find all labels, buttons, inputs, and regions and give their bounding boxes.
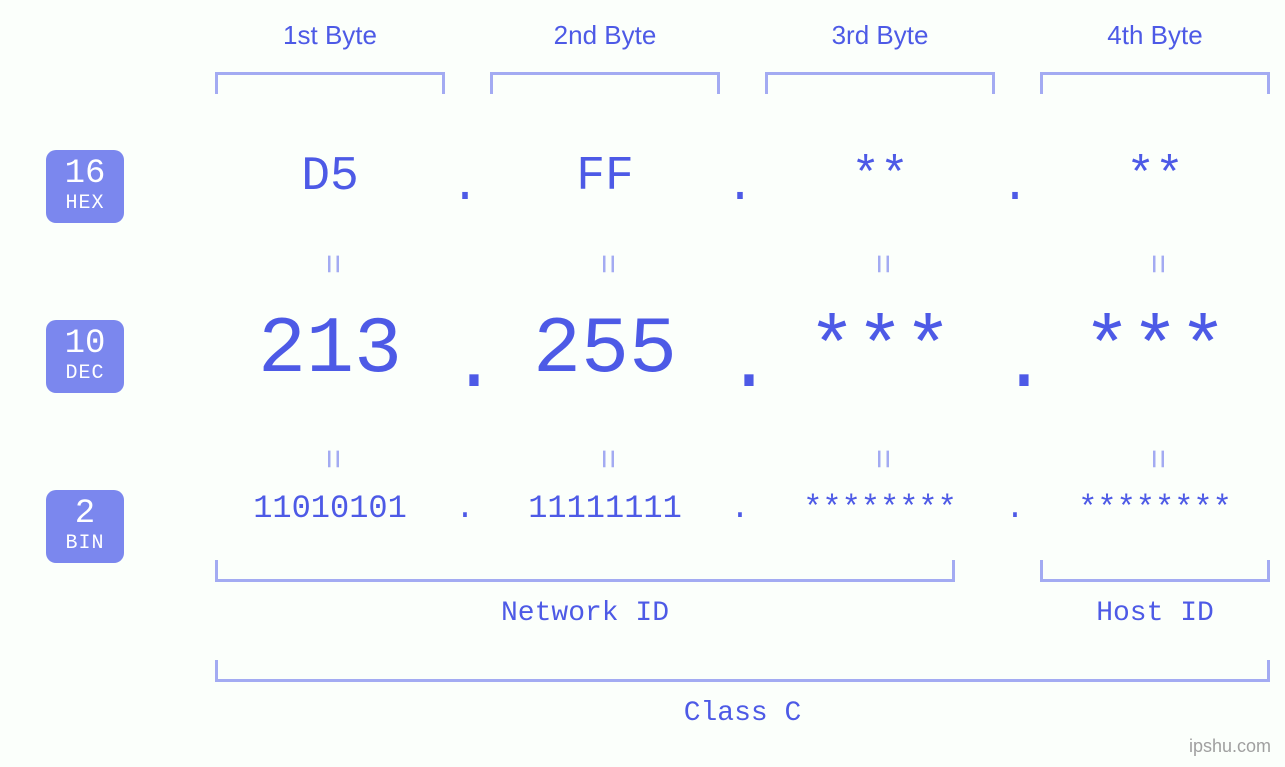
- bin-value: ********: [1030, 490, 1280, 527]
- base-label: DEC: [46, 363, 124, 385]
- base-number: 16: [46, 156, 124, 193]
- byte-column-4: 4th Byte ** = *** = ********: [1030, 0, 1280, 767]
- dot-separator: .: [1000, 490, 1030, 527]
- byte-columns-region: 1st Byte D5 = 213 = 11010101 2nd Byte FF…: [205, 0, 1265, 767]
- base-number: 2: [46, 496, 124, 533]
- dot-separator: .: [725, 490, 755, 527]
- base-label: HEX: [46, 193, 124, 215]
- top-bracket: [1040, 72, 1270, 94]
- byte-column-3: 3rd Byte ** = *** = ********: [755, 0, 1005, 767]
- byte-header: 1st Byte: [205, 20, 455, 51]
- network-id-label: Network ID: [215, 598, 955, 629]
- dot-separator: .: [450, 490, 480, 527]
- base-badge-dec: 10 DEC: [46, 320, 124, 393]
- byte-column-2: 2nd Byte FF = 255 = 11111111: [480, 0, 730, 767]
- host-id-label: Host ID: [1040, 598, 1270, 629]
- equals-glyph: =: [586, 334, 624, 584]
- ip-bases-diagram: 16 HEX 10 DEC 2 BIN 1st Byte D5 = 213 = …: [0, 0, 1285, 767]
- bin-value: ********: [755, 490, 1005, 527]
- host-id-bracket: [1040, 560, 1270, 582]
- byte-column-1: 1st Byte D5 = 213 = 11010101: [205, 0, 455, 767]
- base-label: BIN: [46, 533, 124, 555]
- dot-separator: .: [725, 160, 755, 214]
- byte-header: 3rd Byte: [755, 20, 1005, 51]
- bin-value: 11111111: [480, 490, 730, 527]
- base-badge-hex: 16 HEX: [46, 150, 124, 223]
- dot-separator: .: [450, 320, 480, 411]
- dot-separator: .: [450, 160, 480, 214]
- class-bracket: [215, 660, 1270, 682]
- network-id-bracket: [215, 560, 955, 582]
- equals-glyph: =: [1136, 334, 1174, 584]
- class-label: Class C: [215, 698, 1270, 729]
- equals-glyph: =: [311, 334, 349, 584]
- base-badge-bin: 2 BIN: [46, 490, 124, 563]
- top-bracket: [215, 72, 445, 94]
- dot-separator: .: [1000, 320, 1030, 411]
- byte-header: 2nd Byte: [480, 20, 730, 51]
- bin-value: 11010101: [205, 490, 455, 527]
- base-number: 10: [46, 326, 124, 363]
- top-bracket: [490, 72, 720, 94]
- dot-separator: .: [725, 320, 755, 411]
- byte-header: 4th Byte: [1030, 20, 1280, 51]
- equals-glyph: =: [861, 334, 899, 584]
- watermark: ipshu.com: [1189, 736, 1271, 757]
- dot-separator: .: [1000, 160, 1030, 214]
- top-bracket: [765, 72, 995, 94]
